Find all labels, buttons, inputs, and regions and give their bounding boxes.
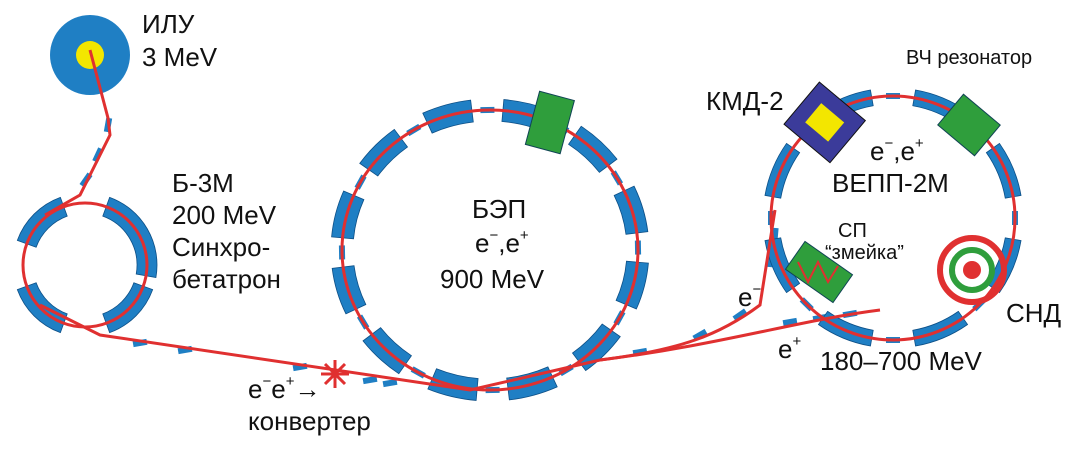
part: ,e (893, 136, 915, 166)
vepp-name: ВЕПП-2М (832, 168, 949, 198)
ilu-name: ИЛУ (142, 9, 195, 39)
bep-rf (524, 90, 575, 155)
b3m-magnet (16, 196, 68, 248)
ilu-line (44, 49, 112, 217)
vepp-magnet (817, 310, 874, 347)
arrow: → (294, 374, 320, 404)
b3m-type: бетатрон (172, 264, 281, 294)
sup: − (884, 135, 893, 152)
positron-label: e+ (778, 333, 801, 364)
vepp-magnet (764, 142, 801, 199)
shapes (16, 15, 1022, 401)
converter-name: конвертер (248, 406, 371, 436)
lens (382, 378, 398, 388)
sp-label: СП (838, 220, 867, 242)
snake-magnet (784, 240, 854, 304)
electron-label: e− (738, 281, 761, 312)
b3m-name: Б-3М (172, 168, 234, 198)
snd-core (963, 261, 981, 279)
snake-label: “змейка” (825, 242, 904, 264)
kmd-label: КМД-2 (706, 86, 784, 116)
b3m-magnet (102, 282, 154, 334)
sup: + (792, 333, 801, 350)
bep-name: БЭП (472, 194, 526, 224)
sup: + (286, 373, 295, 390)
b3m-type: Синхро- (172, 232, 270, 262)
snd-ring (937, 235, 1007, 305)
b3m-energy: 200 MeV (172, 200, 277, 230)
converter-star (321, 360, 349, 388)
bep-particles: e−,e+ (475, 227, 529, 258)
sup: − (262, 373, 271, 390)
vepp-energy: 180–700 MeV (820, 346, 983, 376)
snake-orbit (797, 259, 839, 285)
b3m-orbit (21, 201, 149, 329)
lens (362, 375, 378, 385)
ilu-energy: 3 MeV (142, 42, 218, 72)
sup: + (915, 135, 924, 152)
bep-orbit (340, 108, 640, 392)
converter-reaction: e−e+→ (248, 373, 320, 404)
vepp-particles: e−,e+ (870, 135, 924, 166)
part: ,e (498, 228, 520, 258)
part: e (248, 374, 262, 404)
kmd-core (805, 103, 845, 142)
snd-label: СНД (1006, 298, 1062, 328)
bep-energy: 900 MeV (440, 264, 545, 294)
part: e (475, 228, 489, 258)
part: e (870, 136, 884, 166)
sup: − (752, 281, 761, 298)
lens (732, 308, 748, 322)
part: e (738, 282, 752, 312)
part: e (271, 374, 285, 404)
vepp-rf (937, 93, 1001, 157)
vepp-orbit (769, 94, 1017, 342)
vepp-magnet (985, 142, 1022, 199)
rf-label: ВЧ резонатор (906, 47, 1032, 69)
part: e (778, 334, 792, 364)
sup: − (489, 227, 498, 244)
b3m-bep-line (39, 303, 601, 392)
sup: + (520, 227, 529, 244)
snd-ring (949, 247, 995, 293)
positron-line (599, 308, 881, 362)
vepp-magnet (912, 310, 969, 347)
b3m-magnet (102, 196, 158, 278)
